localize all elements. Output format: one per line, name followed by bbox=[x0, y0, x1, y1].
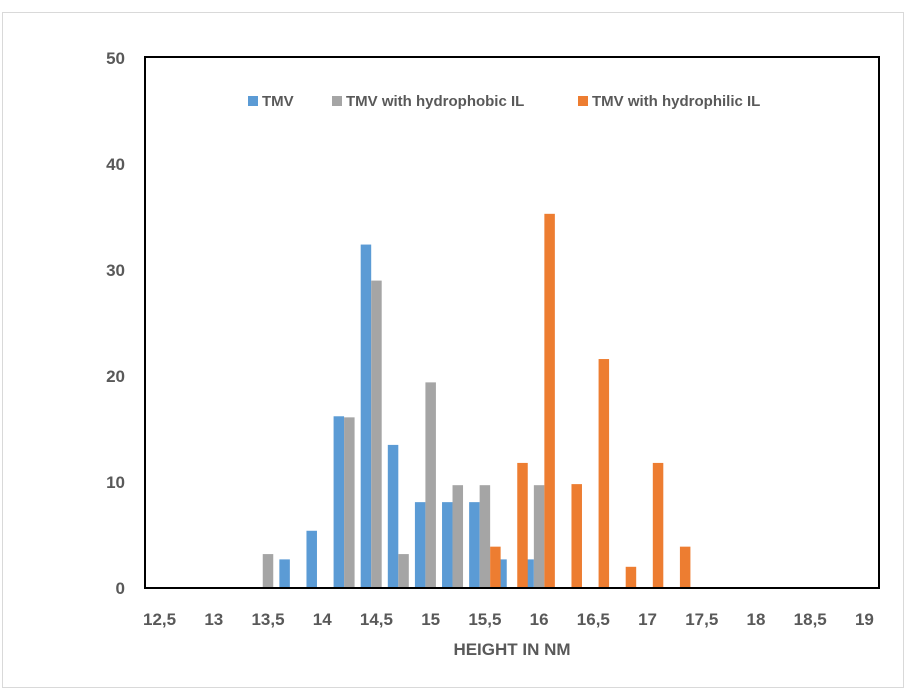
x-tick-label: 19 bbox=[855, 610, 874, 629]
bar-tmv-with-hydrophobic-il bbox=[425, 382, 436, 588]
x-tick-label: 16 bbox=[530, 610, 549, 629]
x-tick-label: 16,5 bbox=[577, 610, 610, 629]
y-tick-label: 20 bbox=[106, 367, 125, 386]
legend-swatch bbox=[248, 96, 258, 106]
y-tick-label: 50 bbox=[106, 49, 125, 68]
x-tick-label: 14 bbox=[313, 610, 332, 629]
bar-tmv-with-hydrophobic-il bbox=[452, 485, 464, 588]
bar-tmv-with-hydrophobic-il bbox=[262, 554, 274, 588]
x-tick-label: 18 bbox=[747, 610, 766, 629]
y-axis-ticks: 0 10 20 30 40 50 bbox=[106, 49, 125, 598]
bar-tmv bbox=[387, 444, 399, 588]
y-tick-label: 10 bbox=[106, 473, 125, 492]
bar-tmv-with-hydrophobic-il bbox=[344, 417, 355, 588]
x-tick-label: 14,5 bbox=[360, 610, 393, 629]
bar-tmv-with-hydrophilic-il bbox=[571, 484, 582, 588]
x-tick-label: 13 bbox=[204, 610, 223, 629]
bar-tmv-with-hydrophilic-il bbox=[679, 546, 691, 588]
x-tick-label: 15,5 bbox=[468, 610, 501, 629]
x-tick-label: 17 bbox=[638, 610, 657, 629]
legend-swatch bbox=[578, 96, 588, 106]
y-tick-label: 0 bbox=[116, 579, 125, 598]
bar-tmv-with-hydrophobic-il bbox=[371, 280, 382, 588]
x-axis-ticks: 12,5 13 13,5 14 14,5 15 15,5 16 16,5 17 17,5 18 18,5… bbox=[143, 610, 874, 629]
legend-label: TMV bbox=[262, 93, 294, 110]
bar-tmv-with-hydrophobic-il bbox=[398, 554, 409, 588]
bar-tmv bbox=[414, 502, 426, 588]
bar-tmv-with-hydrophilic-il bbox=[598, 359, 610, 588]
x-tick-label: 17,5 bbox=[685, 610, 718, 629]
bar-tmv bbox=[360, 244, 372, 588]
bar-tmv-with-hydrophobic-il bbox=[479, 485, 491, 588]
bars-group bbox=[262, 213, 691, 588]
bar-tmv bbox=[523, 559, 534, 588]
x-tick-label: 12,5 bbox=[143, 610, 176, 629]
x-tick-label: 15 bbox=[421, 610, 440, 629]
bar-tmv bbox=[333, 416, 345, 588]
bar-tmv-with-hydrophilic-il bbox=[625, 566, 637, 588]
bar-tmv-with-hydrophilic-il bbox=[490, 546, 501, 588]
legend-swatch bbox=[332, 96, 342, 106]
bar-tmv-with-hydrophilic-il bbox=[652, 462, 664, 588]
plot-area bbox=[144, 56, 880, 589]
x-axis-title: HEIGHT IN NM bbox=[453, 640, 570, 659]
legend-label: TMV with hydrophilic IL bbox=[592, 93, 760, 110]
bar-tmv bbox=[279, 559, 290, 588]
bar-tmv-with-hydrophilic-il bbox=[517, 462, 528, 588]
bar-tmv bbox=[469, 502, 480, 588]
y-tick-label: 30 bbox=[106, 261, 125, 280]
x-tick-label: 18,5 bbox=[794, 610, 827, 629]
bar-tmv-with-hydrophobic-il bbox=[533, 485, 545, 588]
bar-tmv bbox=[306, 530, 317, 588]
bar-tmv bbox=[442, 502, 453, 588]
bar-tmv bbox=[496, 559, 507, 588]
y-tick-label: 40 bbox=[106, 155, 125, 174]
x-tick-label: 13,5 bbox=[251, 610, 284, 629]
legend: TMV TMV with hydrophobic IL TMV with hydro… bbox=[248, 93, 760, 110]
bar-tmv-with-hydrophilic-il bbox=[544, 213, 555, 588]
legend-label: TMV with hydrophobic IL bbox=[346, 93, 524, 110]
